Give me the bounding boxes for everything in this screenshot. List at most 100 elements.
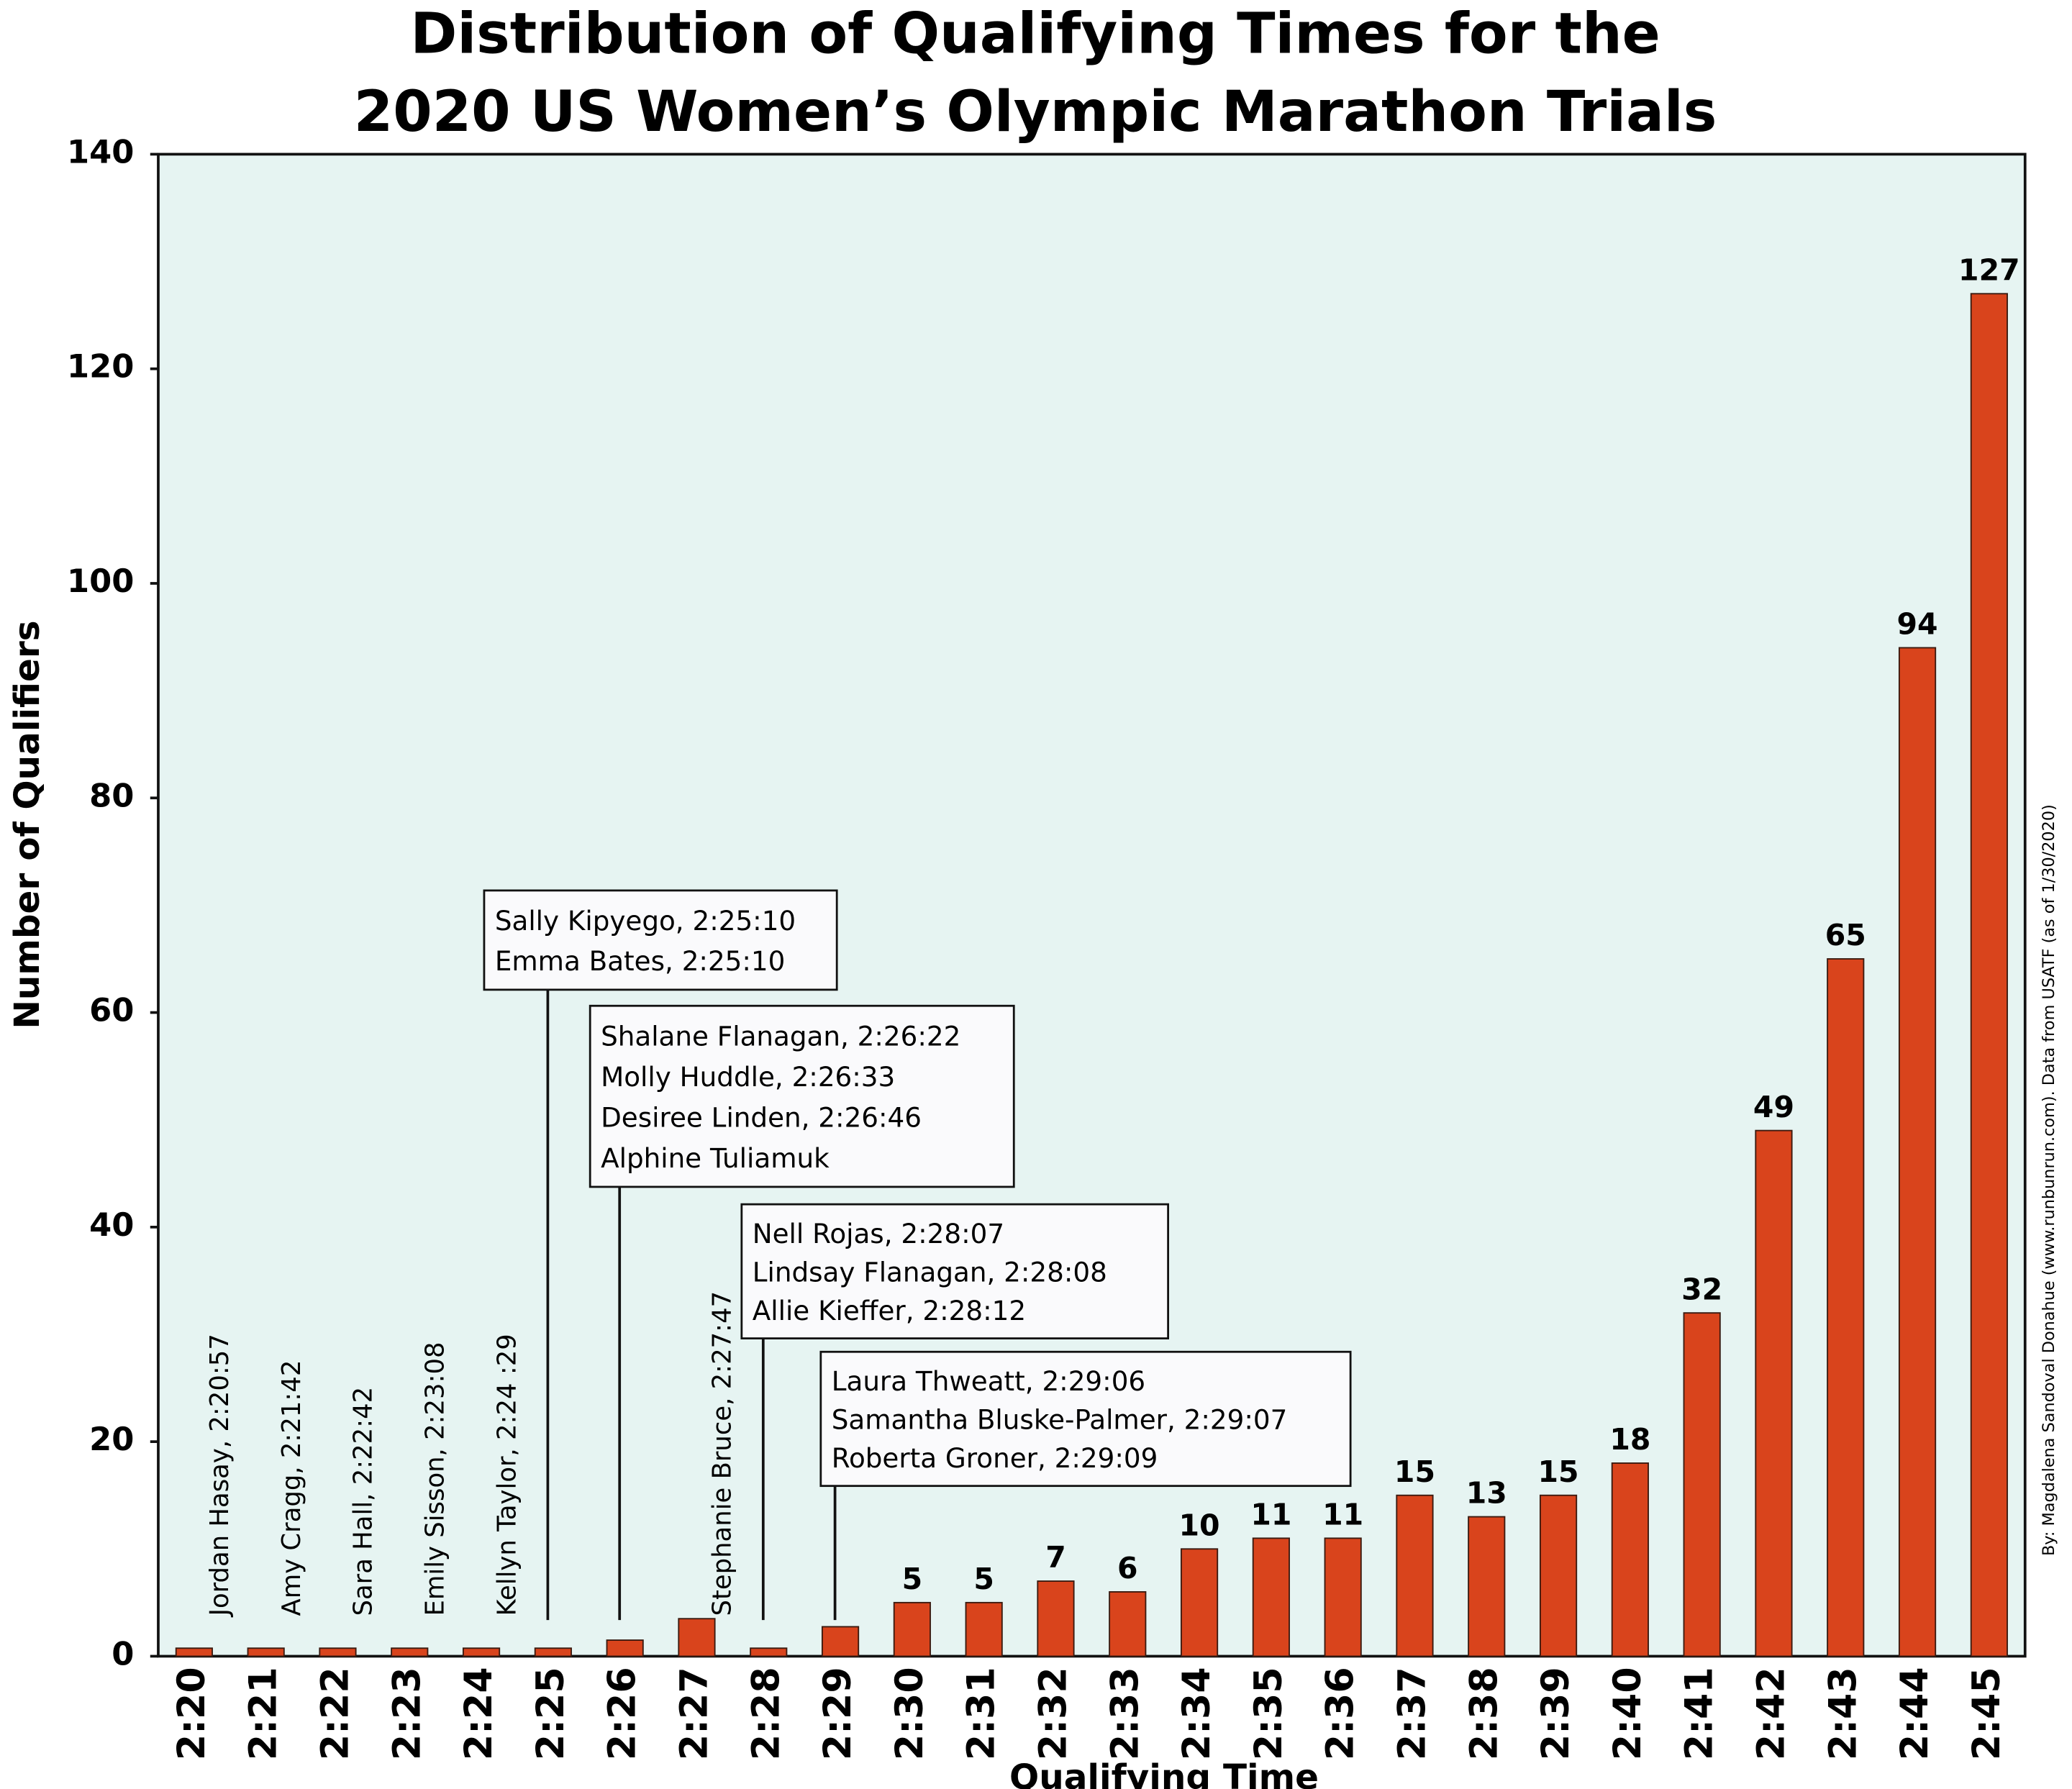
- annotation: Stephanie Bruce, 2:27:47: [708, 1291, 737, 1616]
- callout-text: Molly Huddle, 2:26:33: [601, 1061, 895, 1093]
- callout-box: [819, 1350, 1352, 1488]
- value-label: 11: [1322, 1498, 1363, 1532]
- value-label: 5: [902, 1562, 923, 1596]
- value-label: 18: [1609, 1422, 1650, 1457]
- value-label: 15: [1394, 1455, 1435, 1489]
- bar: [391, 1647, 429, 1657]
- bar: [1970, 293, 2008, 1657]
- x-tick-label: 2:25: [530, 1667, 573, 1760]
- callout-text: Emma Bates, 2:25:10: [495, 945, 786, 977]
- bar: [319, 1647, 357, 1657]
- x-tick-label: 2:33: [1104, 1667, 1147, 1760]
- annotation: Kellyn Taylor, 2:24 :29: [492, 1334, 522, 1616]
- bar: [893, 1601, 931, 1657]
- credit: By: Magdalena Sandoval Donahue (www.runb…: [2040, 804, 2058, 1556]
- x-tick-label: 2:21: [242, 1667, 286, 1760]
- x-tick-label: 2:37: [1391, 1667, 1434, 1760]
- callout-text: Alphine Tuliamuk: [601, 1142, 830, 1174]
- bar: [1755, 1129, 1793, 1657]
- callout-box: [589, 1004, 1015, 1188]
- y-tick-label: 40: [89, 1206, 134, 1244]
- bar: [678, 1618, 716, 1657]
- callout-box: [740, 1203, 1170, 1339]
- value-label: 11: [1250, 1498, 1291, 1532]
- value-label: 32: [1681, 1272, 1722, 1306]
- value-label: 13: [1466, 1476, 1507, 1511]
- callout-box: [483, 889, 838, 991]
- x-tick-label: 2:29: [817, 1667, 860, 1760]
- chart-title: Distribution of Qualifying Times for the: [410, 1, 1660, 67]
- x-tick-label: 2:22: [314, 1667, 357, 1760]
- bar: [1898, 647, 1937, 1657]
- y-axis-title: Number of Qualifiers: [7, 620, 47, 1029]
- y-tick-label: 80: [89, 776, 134, 814]
- value-label: 65: [1825, 918, 1866, 952]
- x-tick-label: 2:35: [1248, 1667, 1291, 1760]
- x-tick-label: 2:28: [745, 1667, 788, 1760]
- x-tick-label: 2:41: [1678, 1667, 1722, 1760]
- x-tick-label: 2:23: [386, 1667, 429, 1760]
- bar: [1827, 958, 1865, 1657]
- value-label: 6: [1117, 1551, 1138, 1585]
- annotation: Sara Hall, 2:22:42: [349, 1387, 378, 1616]
- callout-text: Nell Rojas, 2:28:07: [753, 1218, 1004, 1249]
- bar: [1683, 1312, 1721, 1657]
- bar: [965, 1601, 1003, 1657]
- callout-text: Roberta Groner, 2:29:09: [832, 1442, 1158, 1474]
- y-tick-label: 140: [67, 132, 134, 170]
- bar: [175, 1647, 213, 1657]
- value-label: 10: [1179, 1508, 1220, 1542]
- bar: [1252, 1537, 1290, 1657]
- value-label: 5: [973, 1562, 994, 1596]
- x-tick-label: 2:44: [1894, 1667, 1937, 1760]
- bar: [247, 1647, 285, 1657]
- bar: [1396, 1494, 1434, 1657]
- bar: [1539, 1494, 1578, 1657]
- x-tick-label: 2:26: [601, 1667, 645, 1760]
- bar: [1037, 1580, 1075, 1657]
- bar: [606, 1639, 644, 1657]
- value-label: 15: [1538, 1455, 1579, 1489]
- bar: [1109, 1591, 1147, 1657]
- annotation: Amy Cragg, 2:21:42: [277, 1360, 306, 1616]
- bar: [750, 1647, 788, 1657]
- y-tick-label: 120: [67, 347, 134, 386]
- bar: [1468, 1516, 1506, 1657]
- x-tick-label: 2:20: [171, 1667, 214, 1760]
- value-label: 49: [1753, 1090, 1794, 1124]
- x-tick-label: 2:32: [1032, 1667, 1075, 1760]
- y-tick-label: 0: [112, 1634, 134, 1672]
- x-tick-label: 2:31: [960, 1667, 1004, 1760]
- x-tick-label: 2:30: [889, 1667, 932, 1760]
- bar: [462, 1647, 501, 1657]
- annotation: Jordan Hasay, 2:20:57: [205, 1334, 235, 1617]
- bar: [821, 1626, 860, 1657]
- callout-text: Samantha Bluske-Palmer, 2:29:07: [832, 1404, 1288, 1436]
- x-tick-label: 2:24: [458, 1667, 501, 1760]
- x-tick-label: 2:39: [1535, 1667, 1578, 1760]
- callout-text: Laura Thweatt, 2:29:06: [832, 1365, 1145, 1397]
- x-tick-label: 2:42: [1750, 1667, 1793, 1760]
- value-label: 127: [1958, 252, 2020, 287]
- x-tick-label: 2:45: [1966, 1667, 2009, 1760]
- chart-title: 2020 US Women’s Olympic Marathon Trials: [354, 79, 1717, 145]
- bar: [1180, 1548, 1219, 1657]
- annotation: Emily Sisson, 2:23:08: [421, 1342, 450, 1616]
- y-tick-label: 60: [89, 991, 134, 1029]
- x-tick-label: 2:36: [1319, 1667, 1363, 1760]
- bar: [1611, 1462, 1649, 1657]
- x-axis-title: Qualifying Time: [1009, 1757, 1319, 1789]
- callout-text: Lindsay Flanagan, 2:28:08: [753, 1257, 1107, 1288]
- y-tick-label: 100: [67, 562, 134, 600]
- value-label: 94: [1897, 607, 1938, 642]
- x-tick-label: 2:38: [1463, 1667, 1506, 1760]
- x-tick-label: 2:27: [673, 1667, 716, 1760]
- value-label: 7: [1045, 1540, 1066, 1575]
- callout-text: Sally Kipyego, 2:25:10: [495, 905, 796, 937]
- x-tick-label: 2:43: [1822, 1667, 1865, 1760]
- y-tick-label: 20: [89, 1420, 134, 1458]
- callout-text: Desiree Linden, 2:26:46: [601, 1102, 922, 1134]
- x-tick-label: 2:34: [1176, 1667, 1219, 1760]
- bar: [534, 1647, 572, 1657]
